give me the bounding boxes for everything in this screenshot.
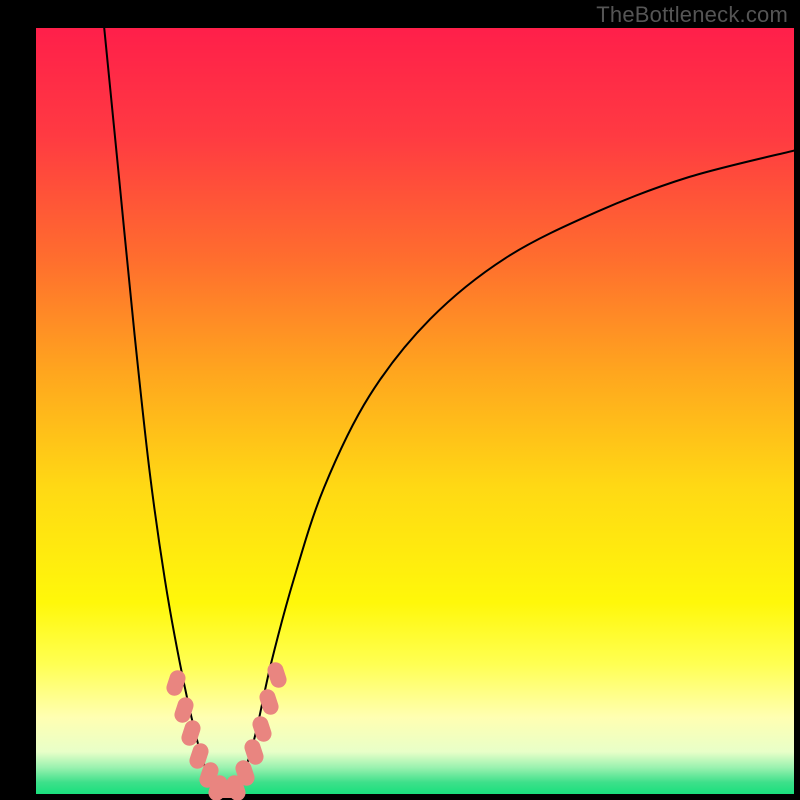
curve-marker bbox=[165, 668, 188, 698]
markers-layer bbox=[36, 28, 794, 794]
watermark-text: TheBottleneck.com bbox=[596, 2, 788, 28]
curve-marker bbox=[258, 687, 281, 717]
plot-area bbox=[36, 28, 794, 794]
stage: TheBottleneck.com bbox=[0, 0, 800, 800]
curve-marker bbox=[265, 660, 288, 690]
